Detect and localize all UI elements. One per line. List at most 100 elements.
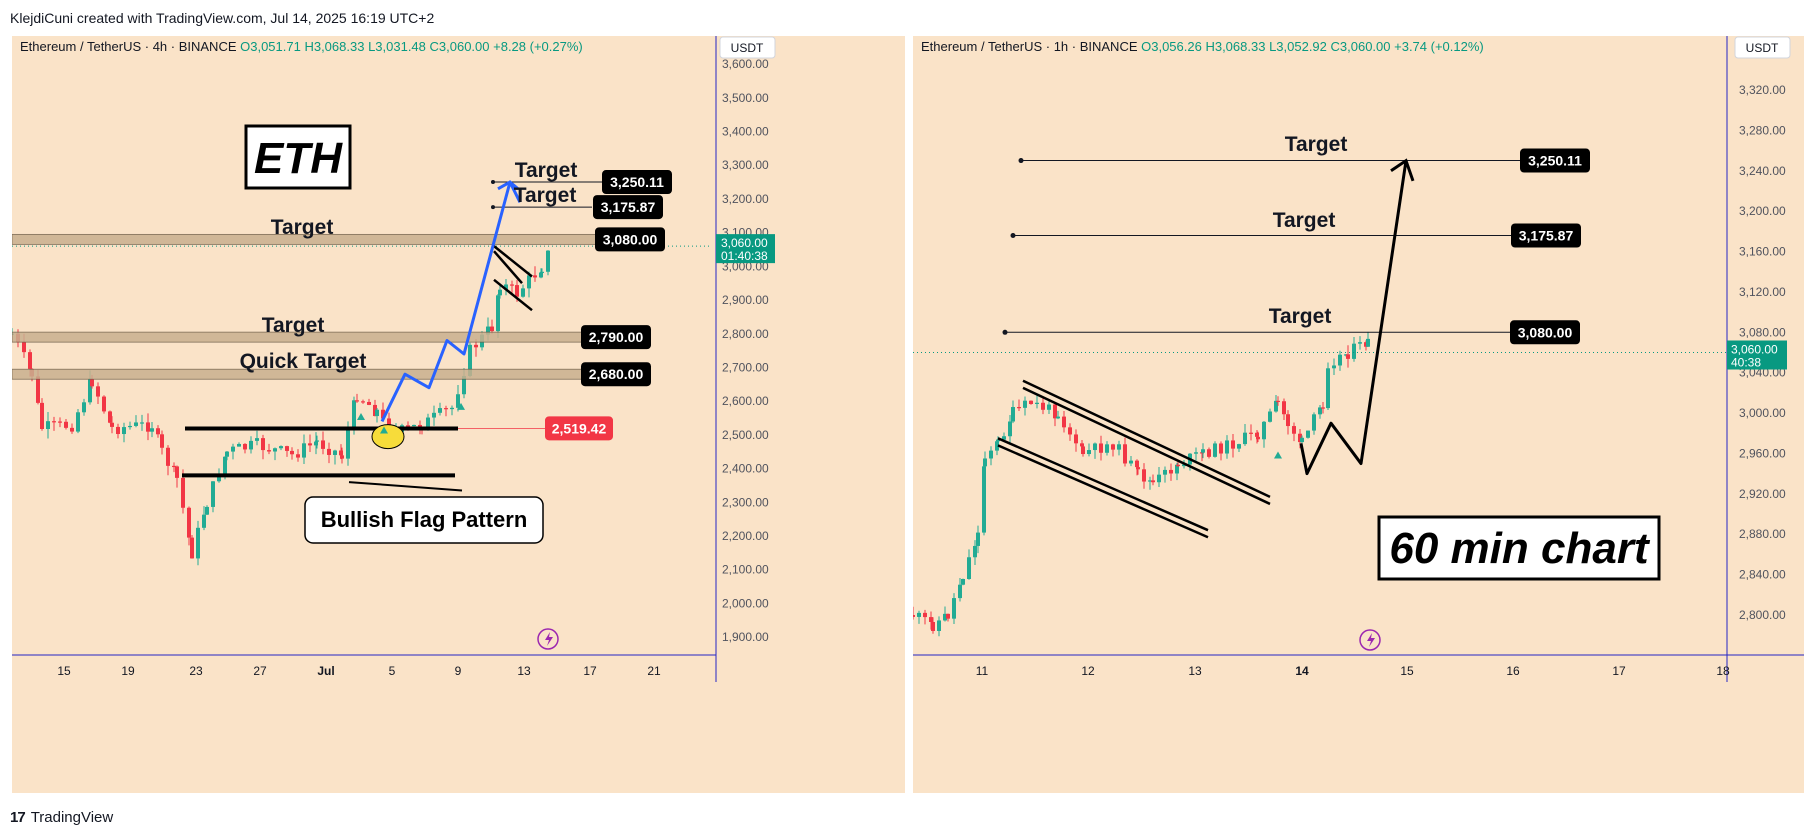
candle-body [308, 443, 312, 446]
candle-body [1053, 404, 1057, 419]
candle-body [961, 579, 965, 585]
y-tick-label: 2,100.00 [722, 563, 769, 577]
candle-body [1300, 437, 1304, 443]
candle-body [327, 448, 331, 455]
candle-body [175, 466, 179, 478]
candle-body [1074, 434, 1078, 444]
candle-body [1274, 400, 1278, 412]
x-tick-label: 17 [583, 664, 597, 678]
y-tick-label: 2,800.00 [722, 327, 769, 341]
y-tick-label: 3,000.00 [1739, 406, 1786, 420]
candle-body [134, 422, 138, 426]
candle-body [217, 476, 221, 482]
candle-body [90, 379, 94, 387]
chart-panel-1h[interactable]: Ethereum / TetherUS · 1h · BINANCE O3,05… [913, 36, 1804, 793]
chart-panel-4h[interactable]: Ethereum / TetherUS · 4h · BINANCE O3,05… [12, 36, 905, 793]
y-tick-label: 2,500.00 [722, 428, 769, 442]
candle-body [261, 438, 265, 451]
y-tick-label: 3,080.00 [1739, 325, 1786, 339]
x-tick-label: 17 [1612, 664, 1626, 678]
candle-body [1321, 407, 1325, 409]
price-label: 3,175.87 [601, 199, 656, 215]
candle-body [967, 557, 971, 580]
candle-body [504, 284, 508, 290]
price-label-box [595, 227, 665, 252]
candle-body [64, 421, 68, 428]
candle-body [340, 455, 344, 459]
channel-bottom-line [997, 444, 1209, 539]
target-dot [491, 205, 495, 210]
y-tick-label: 2,840.00 [1739, 568, 1786, 582]
candle-body [285, 446, 289, 451]
candle-body [1157, 474, 1161, 483]
mini-flag-line [493, 250, 523, 285]
candle-body [279, 446, 283, 449]
candle-body [1237, 444, 1241, 449]
candle-body [237, 443, 241, 447]
candle-body [76, 412, 80, 432]
change-value: +8.28 (+0.27%) [493, 39, 583, 54]
candle-body [1129, 460, 1133, 464]
x-tick-label: 13 [517, 664, 531, 678]
y-tick-label: 2,700.00 [722, 360, 769, 374]
candle-body [1080, 443, 1084, 447]
mini-flag-line [493, 245, 533, 278]
x-tick-label: 5 [389, 664, 396, 678]
candle-body [122, 427, 126, 435]
candle-body [249, 440, 253, 450]
change-value: +3.74 (+0.12%) [1394, 39, 1484, 54]
target-label-3080: Target [1269, 305, 1332, 328]
price-label-2519: 2,519.42 [552, 420, 607, 436]
candle-body [923, 612, 927, 618]
currency-box [1734, 36, 1791, 59]
breakout-ellipse [371, 424, 405, 450]
candle-body [333, 450, 337, 455]
candle-body [996, 439, 1000, 442]
projection-arrowhead [497, 180, 519, 191]
candle-body [1366, 338, 1370, 347]
candle-body [1231, 440, 1235, 449]
last-price-value: 3,060.00 [721, 236, 768, 250]
candle-body [296, 454, 300, 458]
x-tick-label: 23 [189, 664, 203, 678]
candle-body [116, 426, 120, 435]
candle-body [1056, 416, 1060, 419]
signal-triangle [380, 426, 388, 434]
y-tick-label: 3,300.00 [722, 158, 769, 172]
candle-body [438, 408, 442, 413]
caption-box [1377, 515, 1661, 581]
x-tick-label: 21 [647, 664, 661, 678]
candle-body [917, 612, 921, 617]
price-label-box [602, 170, 672, 195]
price-label-box [593, 195, 663, 220]
candle-body [432, 412, 436, 418]
candle-body [1358, 342, 1362, 344]
candle-body [539, 272, 543, 278]
channel-bottom-line [997, 437, 1209, 532]
candle-body [1286, 414, 1290, 427]
eth-box [244, 124, 352, 190]
candle-body [302, 443, 306, 458]
price-label-box [1520, 148, 1590, 173]
candle-body [498, 289, 502, 296]
candle-body [96, 386, 100, 397]
candle-body [1087, 450, 1091, 455]
chart-1h-svg[interactable]: Ethereum / TetherUS · 1h · BINANCE O3,05… [913, 36, 1804, 793]
candle-body [225, 451, 229, 457]
candle-body [243, 443, 247, 450]
candle-body [128, 425, 132, 428]
signal-triangle [357, 413, 365, 421]
close-value: C3,060.00 [1331, 39, 1395, 54]
candle-body [958, 584, 962, 599]
candle-body [1142, 469, 1146, 482]
x-tick-label: 11 [976, 664, 989, 678]
price-label-box [1511, 223, 1581, 248]
projection-arrow [1299, 160, 1408, 476]
last-price-value: 3,060.00 [1731, 343, 1778, 357]
chart-4h-svg[interactable]: Ethereum / TetherUS · 4h · BINANCE O3,05… [12, 36, 905, 793]
price-label-box [581, 362, 651, 387]
y-tick-label: 3,280.00 [1739, 123, 1786, 137]
candle-body [352, 400, 356, 431]
candle-body [70, 427, 74, 432]
candle-body [952, 598, 956, 619]
